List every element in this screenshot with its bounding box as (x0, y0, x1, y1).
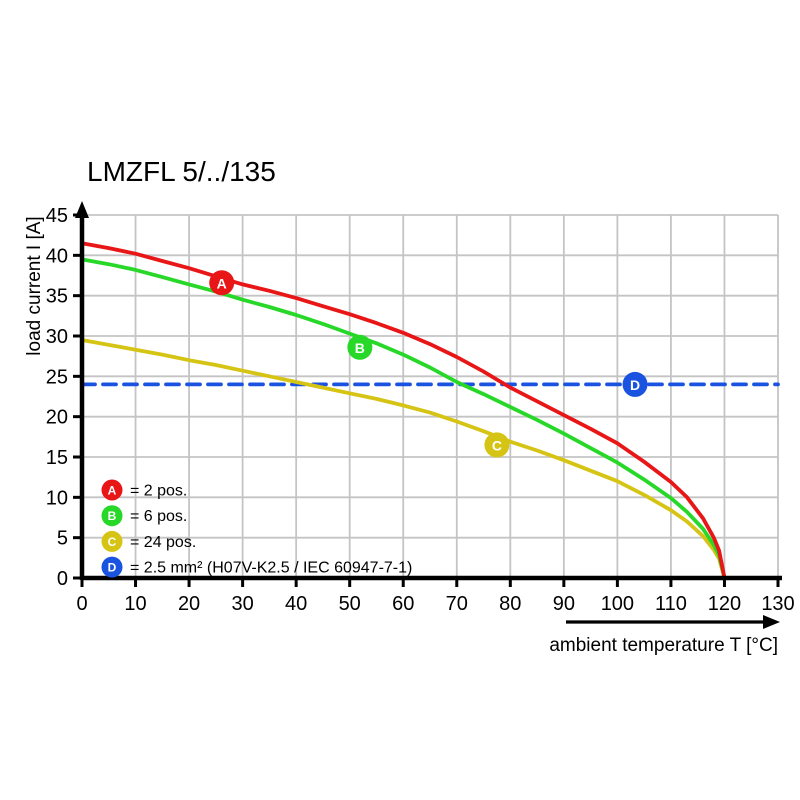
legend-label-A: = 2 pos. (130, 483, 187, 500)
y-tick-label: 15 (46, 447, 68, 469)
x-tick-label: 20 (178, 593, 200, 615)
x-tick-label: 100 (601, 593, 634, 615)
marker-letter-D: D (630, 377, 640, 393)
x-tick-label: 0 (76, 593, 87, 615)
x-tick-label: 110 (655, 593, 687, 615)
x-tick-label: 130 (761, 593, 794, 615)
x-axis-title: ambient temperature T [°C] (549, 635, 778, 656)
y-tick-label: 45 (46, 205, 68, 227)
y-tick-label: 25 (46, 366, 68, 388)
curve-C (80, 338, 727, 580)
y-tick-label: 5 (57, 528, 68, 550)
x-tick-label: 120 (708, 593, 741, 615)
y-tick-label: 0 (57, 568, 68, 590)
legend-label-D: = 2.5 mm² (H07V-K2.5 / IEC 60947-7-1) (130, 560, 412, 577)
marker-B (347, 334, 373, 360)
y-tick-label: 30 (46, 326, 68, 348)
y-tick-label: 35 (46, 286, 68, 308)
marker-A (209, 270, 235, 296)
x-tick-label: 90 (553, 593, 575, 615)
chart-title: LMZFL 5/../135 (87, 156, 276, 187)
legend-letter-C: C (108, 535, 117, 549)
x-tick-label: 30 (231, 593, 253, 615)
legend-letter-A: A (108, 484, 117, 498)
legend-letter-D: D (108, 561, 117, 575)
legend-swatch-D (101, 556, 123, 578)
x-tick-label: 40 (285, 593, 307, 615)
x-tick-label: 70 (446, 593, 468, 615)
x-tick-label: 80 (499, 593, 521, 615)
marker-D (622, 371, 648, 397)
y-axis-title: load current I [A] (24, 216, 45, 355)
legend-swatch-B (101, 505, 123, 527)
y-tick-label: 40 (46, 245, 68, 267)
legend-label-C: = 24 pos. (130, 534, 196, 551)
marker-letter-B: B (355, 340, 365, 356)
y-tick-label: 20 (46, 407, 68, 429)
legend-swatch-A (101, 479, 123, 501)
legend-letter-B: B (108, 509, 117, 523)
x-tick-label: 10 (124, 593, 146, 615)
x-tick-label: 50 (339, 593, 361, 615)
marker-letter-A: A (217, 275, 227, 291)
legend-label-B: = 6 pos. (130, 508, 187, 525)
marker-letter-C: C (492, 437, 502, 453)
x-axis-arrowhead-icon (763, 615, 780, 629)
marker-C (484, 432, 510, 458)
y-tick-label: 10 (46, 487, 68, 509)
curve-B (80, 257, 727, 580)
x-tick-label: 60 (392, 593, 414, 615)
curve-A (80, 241, 727, 580)
legend-swatch-C (101, 530, 123, 552)
